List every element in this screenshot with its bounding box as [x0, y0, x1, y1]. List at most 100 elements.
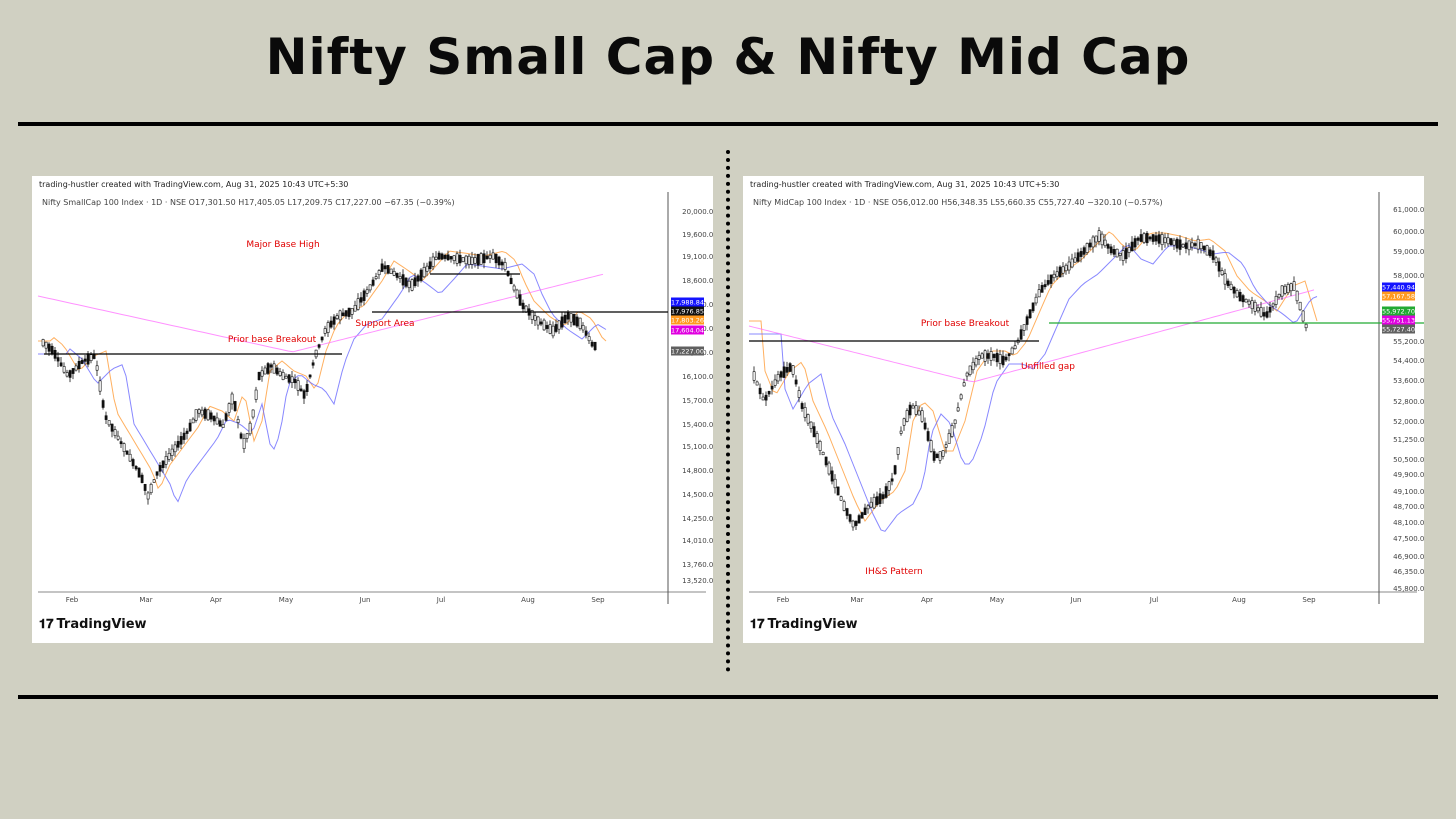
candle-body: [1121, 250, 1125, 261]
annotation-label: Prior base Breakout: [228, 335, 317, 345]
candle-body: [785, 367, 789, 373]
chart-header: trading-hustler created with TradingView…: [750, 180, 1060, 189]
annotation-label: IH&S Pattern: [865, 567, 922, 577]
y-tick-label: 14,010.00: [682, 537, 713, 545]
candle-body: [332, 316, 336, 325]
candle-body: [1085, 243, 1089, 253]
candle-body: [1193, 243, 1197, 246]
ma-mid-line: [38, 263, 607, 503]
candle-body: [1163, 237, 1167, 243]
candle-body: [878, 493, 882, 504]
tradingview-logo: 𝟏𝟕 TradingView: [39, 617, 147, 632]
y-tick-label: 14,800.00: [682, 467, 713, 475]
candle-body: [536, 316, 540, 326]
candle-body: [581, 325, 585, 331]
top-divider: [18, 122, 1438, 126]
candle-body: [134, 466, 138, 470]
candle-body: [491, 252, 495, 260]
candle-body: [389, 268, 393, 274]
candle-body: [146, 492, 150, 500]
y-tick-label: 48,700.00: [1393, 503, 1424, 511]
ma-fast-line: [38, 250, 607, 490]
price-tag-label: 57,440.94: [1382, 284, 1415, 292]
candle-body: [434, 256, 438, 260]
candle-body: [1061, 266, 1065, 274]
candle-body: [356, 298, 360, 310]
candle-body: [1289, 283, 1293, 292]
candle-body: [329, 320, 333, 328]
candle-body: [236, 419, 240, 423]
x-tick-label: Sep: [1302, 596, 1316, 604]
candle-body: [896, 447, 900, 455]
candle-body: [179, 436, 183, 445]
candle-body: [1112, 249, 1116, 255]
candle-body: [995, 352, 999, 363]
candle-body: [158, 465, 162, 472]
candle-body: [215, 417, 219, 425]
candle-body: [809, 421, 813, 429]
candle-body: [848, 514, 852, 522]
candle-body: [353, 304, 357, 312]
candle-body: [218, 420, 222, 427]
candle-body: [971, 361, 975, 371]
candle-body: [551, 325, 555, 337]
candle-body: [767, 390, 771, 395]
candle-body: [860, 512, 864, 519]
candle-body: [1202, 245, 1206, 251]
candle-body: [1199, 242, 1203, 250]
candle-body: [368, 284, 372, 291]
x-tick-label: Sep: [591, 596, 605, 604]
candle-body: [1058, 266, 1062, 278]
candle-body: [962, 382, 966, 387]
ohlc-high: H17,405.05: [238, 198, 285, 207]
candle-body: [998, 354, 1002, 364]
candle-body: [1190, 242, 1194, 248]
y-tick-label: 54,400.00: [1393, 357, 1424, 365]
candle-body: [782, 366, 786, 378]
midcap-chart[interactable]: 61,000.00 60,000.00 59,000.00 58,000.00 55,2…: [743, 176, 1424, 643]
y-tick-label: 13,520.00: [682, 577, 713, 585]
x-tick-label: Apr: [210, 596, 222, 604]
candle-body: [1124, 248, 1128, 260]
candle-body: [407, 280, 411, 289]
candle-body: [203, 408, 207, 419]
candle-body: [794, 379, 798, 385]
candle-body: [383, 265, 387, 270]
candle-body: [548, 324, 552, 334]
candle-body: [467, 255, 471, 265]
candle-body: [593, 341, 597, 351]
candle-body: [170, 448, 174, 456]
candle-body: [401, 274, 405, 286]
candle-body: [560, 316, 564, 328]
candle-body: [182, 432, 186, 440]
candle-body: [275, 367, 279, 375]
candle-body: [842, 501, 846, 511]
candle-body: [224, 413, 228, 421]
candle-body: [1208, 249, 1212, 257]
ma-mid-line: [749, 244, 1318, 532]
candle-body: [335, 315, 339, 319]
candle-body: [1097, 230, 1101, 242]
smallcap-chart[interactable]: 20,000.0019,600.0019,100.0018,600.0017,3…: [32, 176, 713, 643]
candle-body: [161, 460, 165, 469]
candle-body: [824, 456, 828, 466]
candle-body: [398, 276, 402, 279]
candle-body: [845, 508, 849, 516]
candle-body: [395, 272, 399, 278]
candle-body: [959, 394, 963, 400]
candle-body: [911, 405, 915, 409]
candle-body: [74, 365, 78, 371]
tradingview-icon: 𝟏𝟕: [39, 617, 54, 632]
candle-body: [1127, 247, 1131, 253]
price-tag-label: 55,972.70: [1382, 308, 1415, 316]
candle-body: [1196, 238, 1200, 250]
candle-body: [1250, 300, 1254, 310]
y-tick-label: 20,000.00: [682, 208, 713, 216]
candle-body: [89, 354, 93, 361]
annotation-label: Support Area: [355, 319, 414, 329]
tradingview-logo: 𝟏𝟕 TradingView: [750, 617, 858, 632]
candle-body: [302, 390, 306, 399]
chart-header: trading-hustler created with TradingView…: [39, 180, 349, 189]
candle-body: [854, 520, 858, 526]
candle-body: [431, 256, 435, 267]
